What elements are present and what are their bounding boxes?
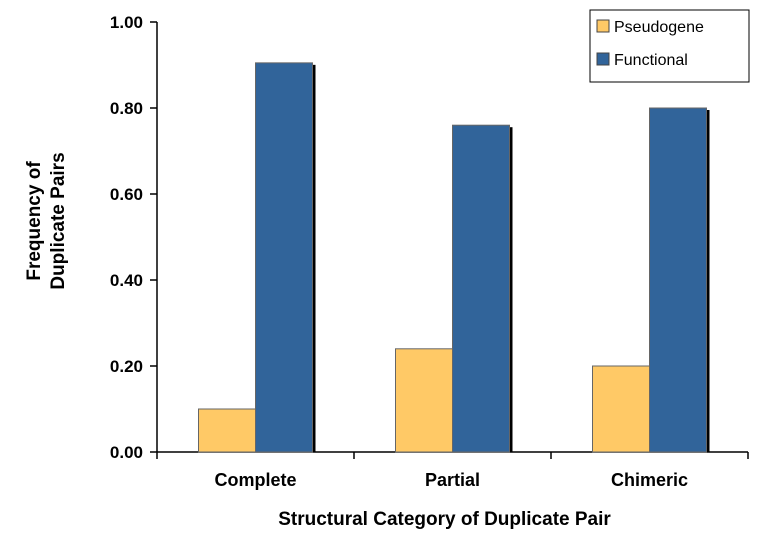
labels: 0.00 0.20 0.40 0.60 0.80 1.00 Complete Partial C… xyxy=(24,13,688,530)
legend-label: Functional xyxy=(614,52,688,69)
bar-functional-complete xyxy=(255,62,313,453)
y-tick-label: 0.20 xyxy=(110,357,143,376)
legend-swatch-functional xyxy=(596,52,610,66)
y-axis-title-line: Frequency of xyxy=(24,161,45,281)
x-category-label: Complete xyxy=(214,470,296,490)
y-tick-label: 0.60 xyxy=(110,185,143,204)
bar-pseudogene-partial xyxy=(395,348,453,453)
y-tick-label: 0.80 xyxy=(110,99,143,118)
bar-functional-chimeric xyxy=(649,107,707,453)
x-category-label: Chimeric xyxy=(611,470,688,490)
y-tick-label: 1.00 xyxy=(110,13,143,32)
bars xyxy=(198,62,710,453)
bar-functional-partial xyxy=(452,124,510,453)
y-axis-title: Frequency of Duplicate Pairs xyxy=(24,152,69,289)
x-category-label: Partial xyxy=(425,470,480,490)
x-axis-title: Structural Category of Duplicate Pair xyxy=(278,509,611,530)
y-axis-title-line: Duplicate Pairs xyxy=(48,152,69,289)
y-tick-label: 0.00 xyxy=(110,443,143,462)
bar-pseudogene-complete xyxy=(198,408,256,453)
y-tick-label: 0.40 xyxy=(110,271,143,290)
legend-swatch-pseudogene xyxy=(596,19,610,33)
legend: Pseudogene Functional xyxy=(589,9,750,83)
bar-pseudogene-chimeric xyxy=(592,365,650,453)
legend-box xyxy=(589,9,750,83)
legend-label: Pseudogene xyxy=(614,19,704,36)
